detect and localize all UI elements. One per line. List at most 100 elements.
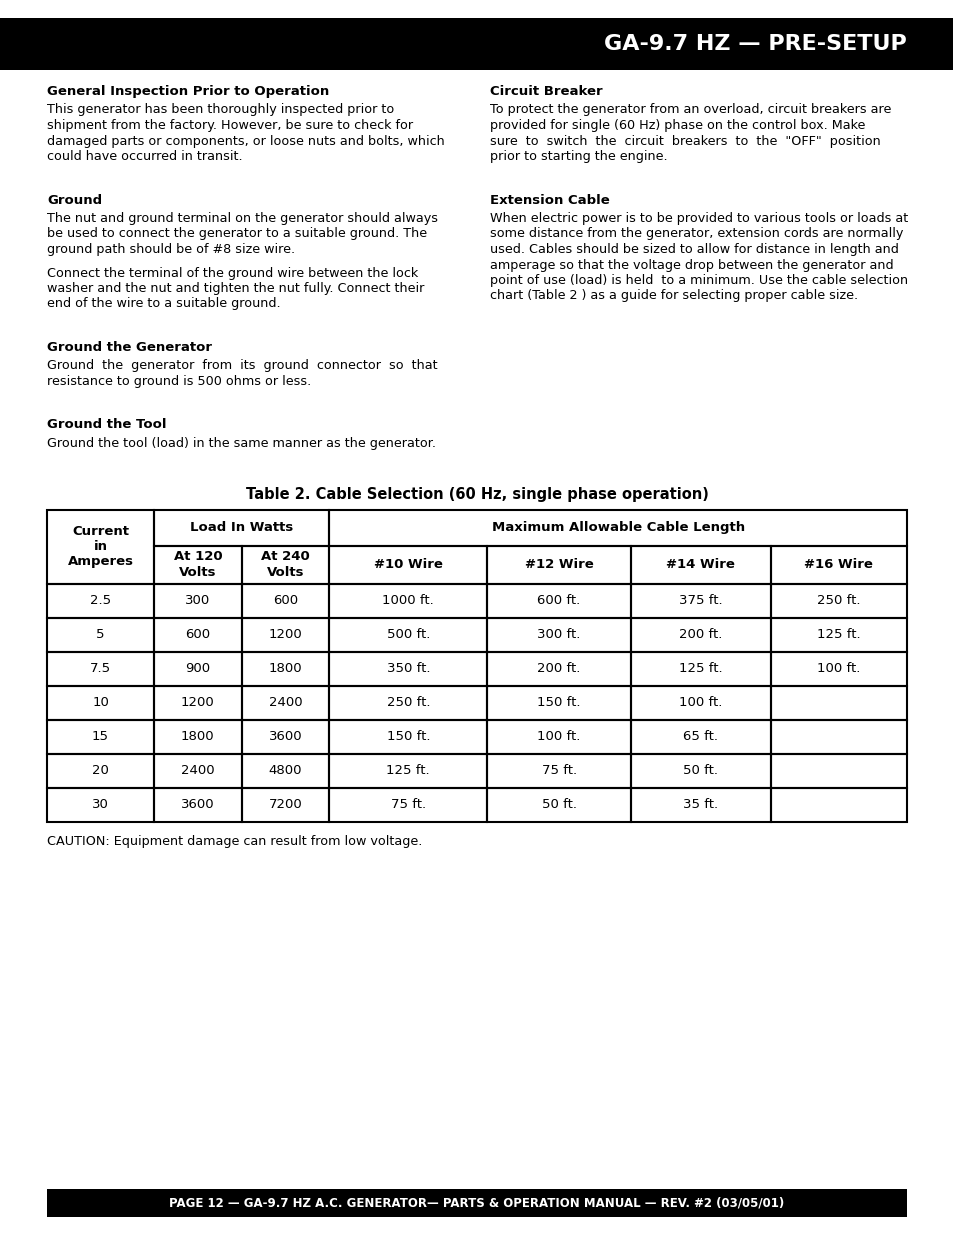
Bar <box>770 753 906 788</box>
Bar <box>770 583 906 618</box>
Text: 300: 300 <box>185 594 211 606</box>
Bar <box>153 788 241 821</box>
Text: The nut and ground terminal on the generator should always: The nut and ground terminal on the gener… <box>47 212 437 225</box>
Text: 3600: 3600 <box>269 730 302 743</box>
Bar <box>770 788 906 821</box>
Bar <box>241 685 329 720</box>
Bar <box>329 583 487 618</box>
Bar <box>153 618 241 652</box>
Text: 200 ft.: 200 ft. <box>679 629 721 641</box>
Bar <box>47 720 153 753</box>
Bar <box>47 1189 906 1216</box>
Text: Extension Cable: Extension Cable <box>490 194 609 206</box>
Text: 50 ft.: 50 ft. <box>541 798 576 811</box>
Text: Maximum Allowable Cable Length: Maximum Allowable Cable Length <box>491 521 744 534</box>
Bar <box>47 788 153 821</box>
Bar <box>153 753 241 788</box>
Bar <box>47 583 153 618</box>
Text: shipment from the factory. However, be sure to check for: shipment from the factory. However, be s… <box>47 119 413 132</box>
Text: damaged parts or components, or loose nuts and bolts, which: damaged parts or components, or loose nu… <box>47 135 444 147</box>
Text: 5: 5 <box>96 629 105 641</box>
Text: 200 ft.: 200 ft. <box>537 662 580 676</box>
Bar <box>329 788 487 821</box>
Bar <box>487 685 630 720</box>
Text: 75 ft.: 75 ft. <box>391 798 425 811</box>
Text: 10: 10 <box>92 697 109 709</box>
Bar <box>153 546 241 583</box>
Bar <box>630 788 770 821</box>
Text: At 120
Volts: At 120 Volts <box>173 551 222 578</box>
Bar <box>770 720 906 753</box>
Text: point of use (load) is held  to a minimum. Use the cable selection: point of use (load) is held to a minimum… <box>490 274 907 287</box>
Bar <box>630 753 770 788</box>
Text: 125 ft.: 125 ft. <box>679 662 721 676</box>
Bar <box>153 510 329 546</box>
Text: 20: 20 <box>92 764 109 777</box>
Text: sure  to  switch  the  circuit  breakers  to  the  "OFF"  position: sure to switch the circuit breakers to t… <box>490 135 880 147</box>
Text: 3600: 3600 <box>181 798 214 811</box>
Text: amperage so that the voltage drop between the generator and: amperage so that the voltage drop betwee… <box>490 258 893 272</box>
Bar <box>153 720 241 753</box>
Text: prior to starting the engine.: prior to starting the engine. <box>490 149 667 163</box>
Text: 15: 15 <box>91 730 109 743</box>
Bar <box>630 546 770 583</box>
Text: Load In Watts: Load In Watts <box>190 521 293 534</box>
Bar <box>487 546 630 583</box>
Text: 150 ft.: 150 ft. <box>537 697 580 709</box>
Bar <box>630 652 770 685</box>
Text: 30: 30 <box>92 798 109 811</box>
Text: Circuit Breaker: Circuit Breaker <box>490 85 602 98</box>
Bar <box>487 652 630 685</box>
Bar <box>241 753 329 788</box>
Text: resistance to ground is 500 ohms or less.: resistance to ground is 500 ohms or less… <box>47 375 311 388</box>
Text: 250 ft.: 250 ft. <box>386 697 430 709</box>
Text: 600: 600 <box>273 594 297 606</box>
Text: CAUTION: Equipment damage can result from low voltage.: CAUTION: Equipment damage can result fro… <box>47 836 422 848</box>
Bar <box>47 685 153 720</box>
Text: 100 ft.: 100 ft. <box>817 662 860 676</box>
Bar <box>329 753 487 788</box>
Bar <box>630 583 770 618</box>
Bar <box>47 618 153 652</box>
Text: end of the wire to a suitable ground.: end of the wire to a suitable ground. <box>47 298 280 310</box>
Bar <box>329 652 487 685</box>
Bar <box>241 583 329 618</box>
Bar <box>487 753 630 788</box>
Bar <box>153 652 241 685</box>
Bar <box>487 618 630 652</box>
Text: #10 Wire: #10 Wire <box>374 558 442 571</box>
Bar <box>241 788 329 821</box>
Text: 500 ft.: 500 ft. <box>386 629 430 641</box>
Bar <box>241 720 329 753</box>
Bar <box>329 546 487 583</box>
Text: 600 ft.: 600 ft. <box>537 594 580 606</box>
Text: Ground the tool (load) in the same manner as the generator.: Ground the tool (load) in the same manne… <box>47 437 436 450</box>
Text: Ground: Ground <box>47 194 102 206</box>
Bar <box>329 618 487 652</box>
Text: used. Cables should be sized to allow for distance in length and: used. Cables should be sized to allow fo… <box>490 243 898 256</box>
Bar <box>630 685 770 720</box>
Text: General Inspection Prior to Operation: General Inspection Prior to Operation <box>47 85 329 98</box>
Text: Connect the terminal of the ground wire between the lock: Connect the terminal of the ground wire … <box>47 267 417 279</box>
Text: 900: 900 <box>185 662 211 676</box>
Text: 1200: 1200 <box>268 629 302 641</box>
Text: Ground  the  generator  from  its  ground  connector  so  that: Ground the generator from its ground con… <box>47 359 437 373</box>
Bar <box>770 652 906 685</box>
Text: ground path should be of #8 size wire.: ground path should be of #8 size wire. <box>47 243 294 256</box>
Text: PAGE 12 — GA-9.7 HZ A.C. GENERATOR— PARTS & OPERATION MANUAL — REV. #2 (03/05/01: PAGE 12 — GA-9.7 HZ A.C. GENERATOR— PART… <box>170 1197 783 1209</box>
Text: 1800: 1800 <box>181 730 214 743</box>
Bar <box>153 583 241 618</box>
Text: be used to connect the generator to a suitable ground. The: be used to connect the generator to a su… <box>47 227 427 241</box>
Bar <box>153 685 241 720</box>
Text: 125 ft.: 125 ft. <box>386 764 430 777</box>
Text: 375 ft.: 375 ft. <box>679 594 721 606</box>
Text: #14 Wire: #14 Wire <box>666 558 735 571</box>
Bar <box>329 720 487 753</box>
Text: 300 ft.: 300 ft. <box>537 629 580 641</box>
Text: 1800: 1800 <box>269 662 302 676</box>
Text: 7200: 7200 <box>268 798 302 811</box>
Text: 4800: 4800 <box>269 764 302 777</box>
Text: To protect the generator from an overload, circuit breakers are: To protect the generator from an overloa… <box>490 104 890 116</box>
Text: At 240
Volts: At 240 Volts <box>261 551 310 578</box>
Bar <box>770 618 906 652</box>
